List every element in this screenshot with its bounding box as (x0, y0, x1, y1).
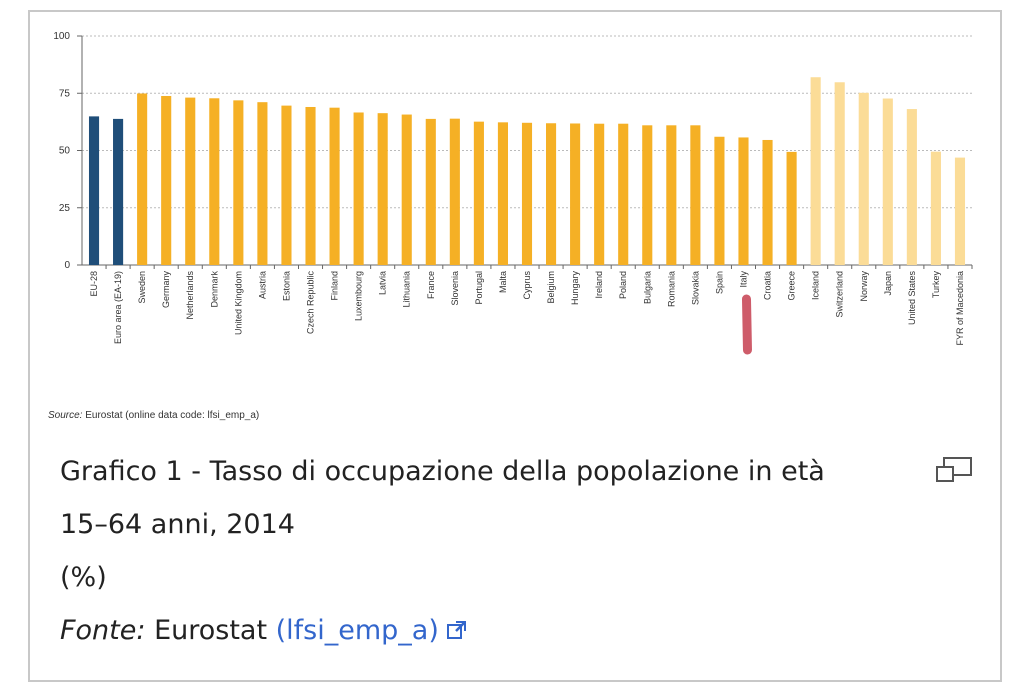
bar (954, 157, 966, 265)
x-tick-label: Greece (787, 271, 797, 301)
x-tick-label: Hungary (570, 271, 580, 306)
x-tick-label: Slovakia (690, 271, 700, 305)
x-tick-label: Italy (738, 271, 748, 288)
bar (738, 137, 749, 265)
fonte-text: Eurostat (154, 615, 268, 646)
x-tick-label: Croatia (763, 271, 773, 300)
bar (185, 97, 196, 265)
bar (425, 118, 436, 265)
y-tick-label: 0 (64, 260, 70, 271)
y-tick-label: 25 (59, 203, 71, 214)
bar (906, 109, 917, 266)
x-tick-label: Sweden (137, 271, 147, 304)
bar (497, 122, 508, 265)
fonte-link[interactable]: (lfsi_emp_a) (275, 615, 439, 646)
x-tick-label: Portugal (474, 271, 484, 305)
y-tick-label: 75 (59, 88, 71, 99)
bar (810, 77, 821, 265)
caption-source-line: Fonte: Eurostat (lfsi_emp_a) (60, 604, 920, 657)
x-tick-label: Norway (859, 271, 869, 302)
x-tick-label: Denmark (209, 271, 219, 308)
bar (281, 105, 292, 265)
x-tick-label: Lithuania (402, 271, 412, 308)
bar-chart: 0 25 50 75 100 EU-28 Euro area (EA-19) Sweden Ge… (53, 31, 973, 355)
fonte-label: Fonte: (60, 615, 146, 646)
bar (858, 92, 869, 266)
x-tick-label: Switzerland (835, 271, 845, 318)
expand-icon[interactable] (934, 455, 974, 485)
bar (88, 116, 100, 265)
x-tick-label: Germany (161, 271, 171, 309)
bar (834, 82, 845, 266)
bar (449, 118, 460, 265)
x-tick-label: Latvia (378, 271, 388, 295)
x-tick-label: Euro area (EA-19) (113, 271, 123, 344)
bar (377, 113, 388, 265)
external-link-icon[interactable] (445, 618, 469, 642)
caption-title-line2: 15–64 anni, 2014 (60, 509, 295, 540)
x-tick-label: Finland (330, 271, 340, 301)
y-tick-label: 100 (53, 31, 70, 42)
bar (666, 125, 677, 265)
bar (329, 107, 340, 265)
bar (642, 125, 653, 265)
bar (930, 151, 941, 265)
figure-caption: Grafico 1 - Tasso di occupazione della p… (60, 445, 920, 657)
x-tick-label: United States (907, 271, 917, 326)
bar (521, 122, 533, 265)
x-tick-label: Turkey (931, 271, 941, 299)
bar (113, 118, 124, 265)
source-label: Source: (48, 410, 83, 421)
bar (786, 151, 797, 265)
x-tick-label: Ireland (594, 271, 604, 299)
source-text: Eurostat (online data code: lfsi_emp_a) (85, 410, 260, 421)
x-tick-label: France (426, 271, 436, 299)
x-tick-label: Iceland (811, 271, 821, 300)
bar (882, 98, 893, 265)
caption-unit: (%) (60, 562, 107, 593)
bar (714, 136, 725, 265)
bar (305, 106, 316, 266)
caption-title-line1: Grafico 1 - Tasso di occupazione della p… (60, 456, 825, 487)
x-tick-label: EU-28 (89, 271, 99, 297)
x-tick-label: Spain (714, 271, 724, 294)
chart-source: Source: Eurostat (online data code: lfsi… (48, 410, 259, 421)
bar (353, 112, 364, 266)
bar (570, 123, 581, 265)
bar (762, 139, 773, 265)
x-tick-label: Estonia (281, 271, 291, 301)
bar (401, 114, 412, 265)
x-tick-label: Malta (498, 271, 508, 293)
highlight-marker (741, 294, 752, 355)
x-tick-label: Poland (618, 271, 628, 299)
bar (618, 123, 629, 265)
x-tick-label: Czech Republic (306, 271, 316, 335)
x-tick-label: Japan (883, 271, 893, 296)
x-tick-label: Cyprus (522, 271, 532, 300)
x-tick-label: Netherlands (185, 271, 195, 320)
x-tick-label: Slovenia (450, 271, 460, 306)
x-tick-label: Belgium (546, 271, 556, 304)
bar (594, 123, 605, 265)
bar (137, 93, 148, 265)
x-tick-label: Austria (257, 271, 267, 299)
bar (161, 95, 172, 265)
bar (546, 123, 557, 266)
bar (233, 100, 244, 265)
bar (209, 98, 220, 266)
x-tick-label: Luxembourg (354, 271, 364, 321)
x-tick-label: Romania (666, 271, 676, 307)
bar (473, 121, 484, 265)
x-tick-label: FYR of Macedonia (955, 271, 965, 346)
bar (257, 102, 268, 265)
bar (690, 125, 701, 265)
x-tick-label: United Kingdom (233, 271, 243, 335)
x-tick-label: Bulgaria (642, 271, 652, 304)
y-tick-label: 50 (59, 146, 71, 157)
